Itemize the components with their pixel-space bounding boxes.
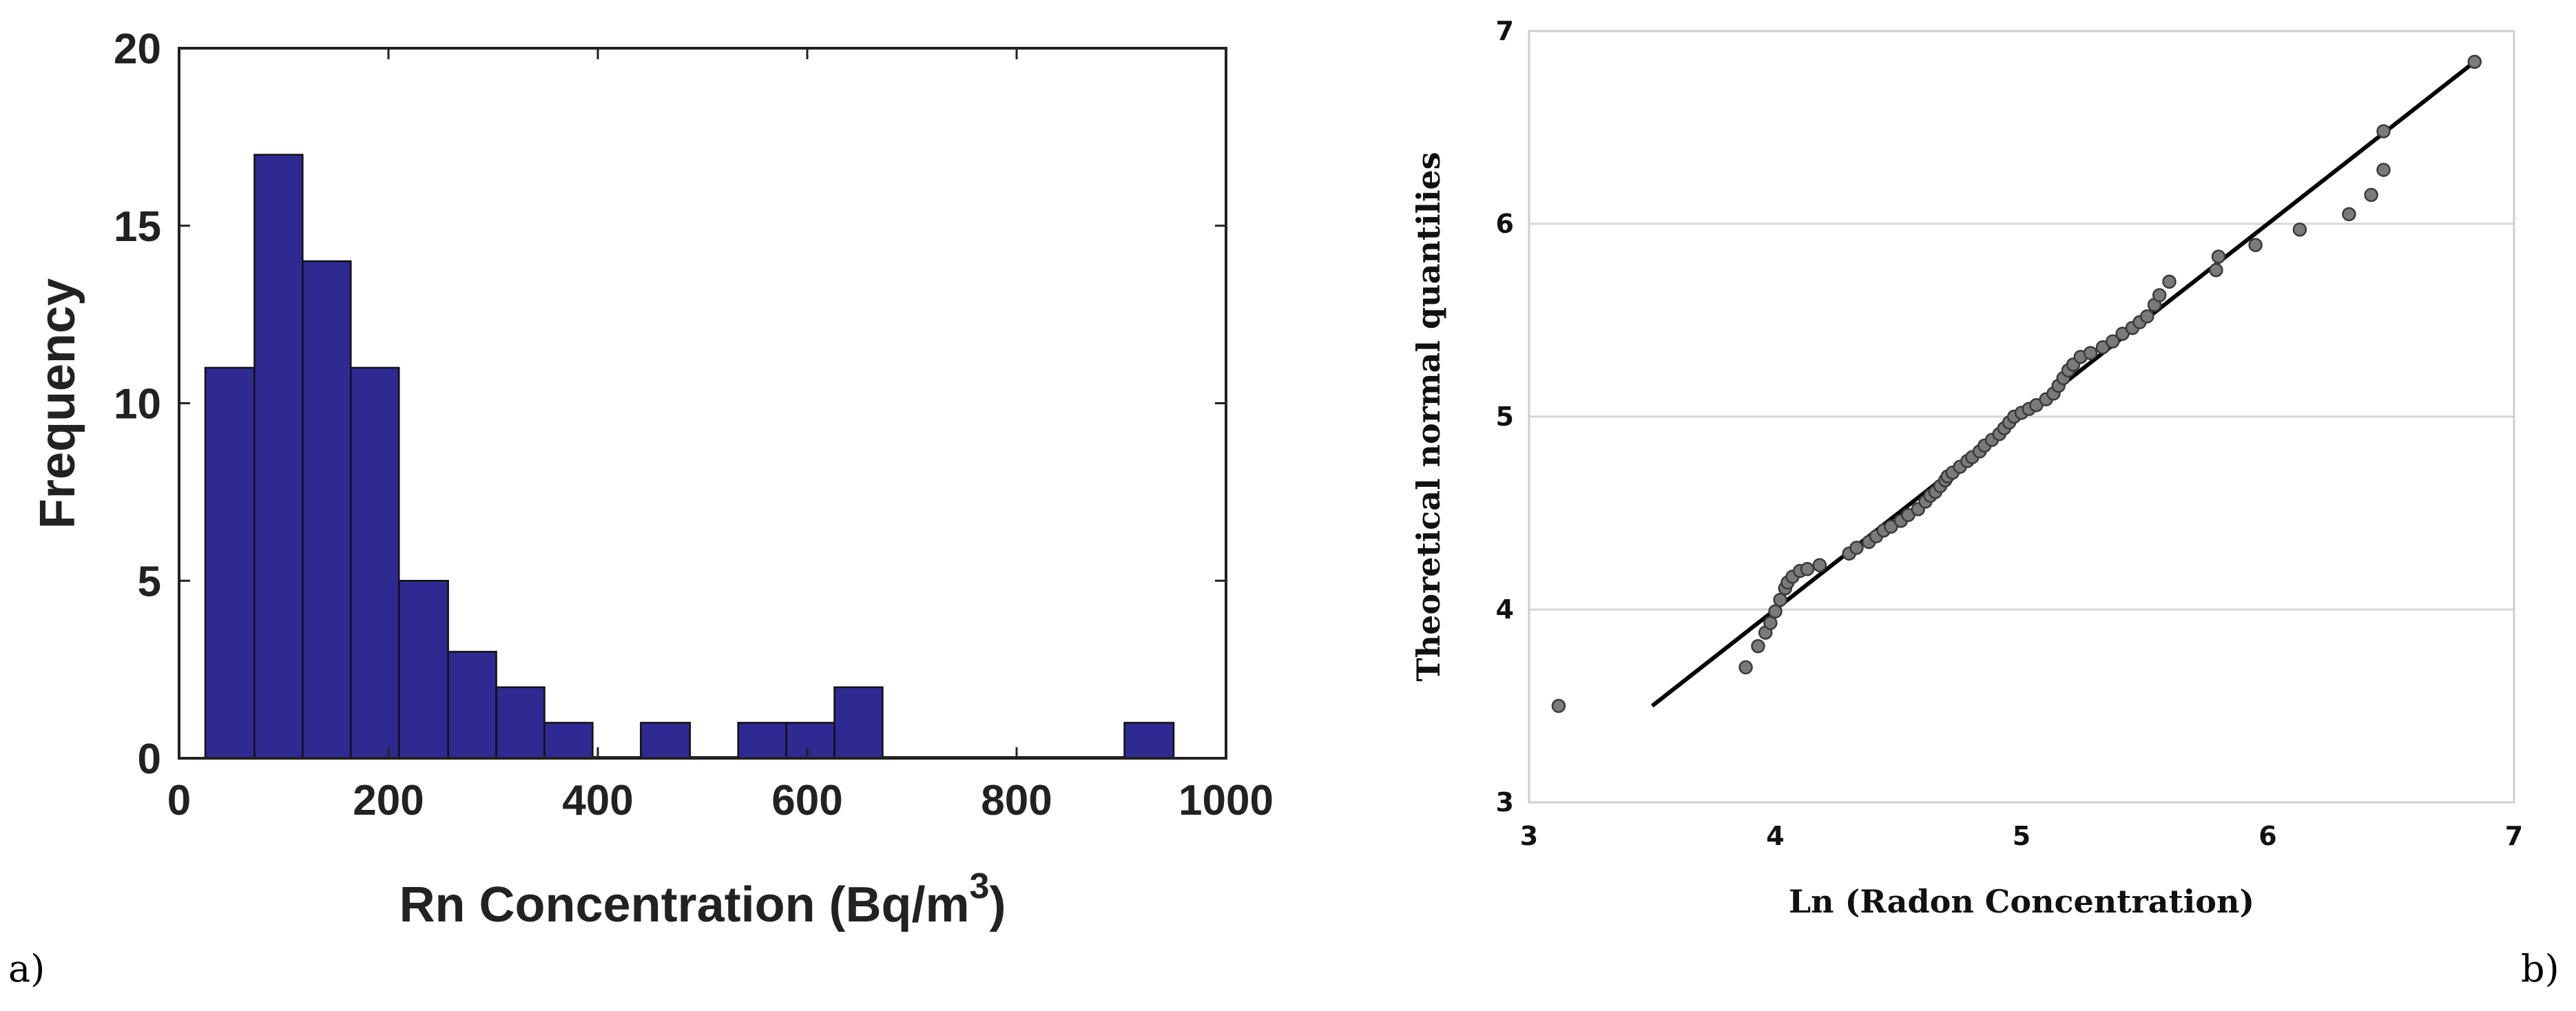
panel-label-b: b): [2521, 947, 2559, 990]
qq-point: [2342, 207, 2356, 222]
histogram-y-axis-label: Frequency: [30, 278, 85, 529]
qq-x-tick-label: 5: [2013, 821, 2030, 851]
histogram-bar: [447, 651, 497, 760]
histogram-y-tick-label: 5: [138, 558, 161, 605]
histogram-bar: [253, 154, 304, 760]
qq-y-tick-label: 3: [1496, 787, 1514, 817]
histogram-y-tick-label: 0: [138, 736, 161, 783]
qq-y-axis-label: Theoretical normal quantilies: [1410, 152, 1447, 681]
qq-points: [1551, 54, 2482, 713]
qq-point: [2140, 309, 2154, 324]
qq-point: [2467, 54, 2482, 70]
histogram-y-tick-label: 10: [114, 381, 161, 428]
qq-x-tick-label: 7: [2505, 821, 2523, 851]
qq-x-tick-label: 3: [1520, 821, 1538, 851]
qq-ticks: 3 4 5 6 7 3 4 5 6 7: [1496, 16, 2524, 851]
histogram-y-tick-label: 15: [114, 203, 161, 251]
qq-point: [2162, 274, 2177, 289]
qq-point: [2083, 346, 2098, 360]
qq-point: [2106, 334, 2120, 349]
histogram-x-tick-label: 1000: [1178, 777, 1274, 824]
histogram-bar: [640, 722, 692, 760]
qq-point: [1773, 592, 1787, 607]
qq-point: [2376, 163, 2391, 177]
histogram-bar: [397, 580, 449, 760]
histogram-bar: [543, 722, 594, 760]
qq-point: [1768, 604, 1783, 619]
histogram-x-tick-label: 800: [981, 777, 1052, 824]
qq-y-tick-label: 4: [1496, 594, 1514, 625]
qq-y-tick-label: 7: [1496, 16, 1514, 46]
histogram-bars: [204, 154, 1175, 760]
qq-x-axis-label: Ln (Radon Concentration): [1789, 883, 2254, 920]
qq-point: [1763, 616, 1778, 630]
histogram-bar: [1123, 722, 1175, 760]
histogram-chart: 0 200 400 600 800 1000 0 5 10 15 20 Frequency Rn C…: [30, 25, 1274, 932]
qq-point: [2376, 124, 2391, 138]
qq-point: [1751, 638, 1765, 654]
panel-label-a: a): [8, 947, 45, 990]
histogram-bar: [204, 366, 256, 760]
histogram-bar: [833, 686, 884, 760]
qq-point: [1849, 541, 1864, 555]
qq-point: [2211, 249, 2226, 264]
qq-point: [1800, 561, 1815, 576]
qq-x-tick-label: 4: [1766, 821, 1784, 851]
qq-y-tick-label: 6: [1496, 209, 1514, 239]
qq-point: [1551, 698, 1566, 713]
qq-plot-chart: 3 4 5 6 7 3 4 5 6 7 Theoretical normal quantilies…: [1410, 16, 2523, 920]
histogram-ticks: 0 200 400 600 800 1000 0 5 10 15 20: [114, 25, 1274, 824]
qq-point: [2292, 222, 2307, 237]
histogram-x-tick-label: 200: [353, 777, 424, 824]
qq-point: [2364, 187, 2378, 202]
qq-y-tick-label: 5: [1496, 402, 1514, 432]
qq-plot-frame: [1528, 30, 2515, 804]
histogram-x-tick-label: 0: [167, 777, 191, 824]
histogram-bar: [737, 722, 787, 760]
qq-point: [1812, 558, 1827, 572]
histogram-x-tick-label: 600: [771, 777, 842, 824]
qq-x-tick-label: 6: [2258, 821, 2276, 851]
qq-point: [2209, 262, 2223, 278]
qq-point: [1738, 660, 1753, 675]
histogram-bar: [495, 686, 546, 760]
histogram-x-tick-label: 400: [562, 777, 633, 824]
histogram-y-tick-label: 20: [114, 25, 161, 73]
histogram-x-axis-label: Rn Concentration (Bq/m3): [399, 866, 1006, 932]
histogram-bar: [350, 366, 400, 760]
histogram-bar: [302, 260, 352, 760]
histogram-bar: [785, 722, 835, 760]
qq-point: [2152, 288, 2167, 302]
qq-point: [2248, 238, 2263, 253]
